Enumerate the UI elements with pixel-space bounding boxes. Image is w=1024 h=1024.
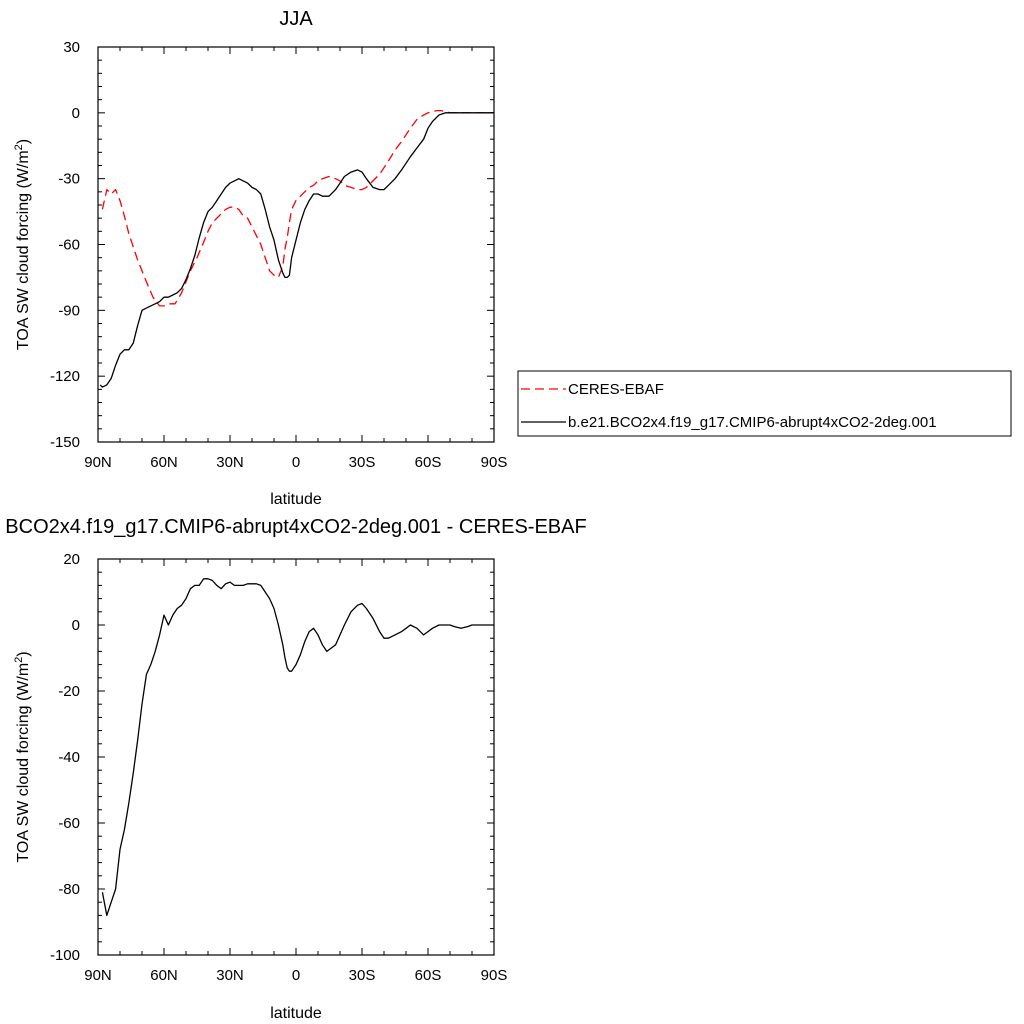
legend-label-0: CERES-EBAF [568,381,664,398]
y-axis-label: TOA SW cloud forcing (W/m2) [13,651,32,862]
x-tick-label: 90N [84,967,112,984]
y-tick-label: -100 [50,947,80,964]
x-tick-label: 0 [292,454,300,471]
panel-difference: BCO2x4.f19_g17.CMIP6-abrupt4xCO2-2deg.00… [5,516,586,1022]
y-tick-label: -80 [58,881,80,898]
x-tick-label: 90S [481,454,508,471]
series-line-0 [101,109,494,307]
x-tick-label: 30S [349,967,376,984]
y-tick-label: -120 [50,368,80,385]
x-tick-label: 60N [150,967,178,984]
x-axis-label: latitude [270,1005,322,1022]
panel-jja: JJA 90N 60N 30N 0 30S 60S 90S 30 0 -30 -60 -90 -120 -1… [13,8,1012,508]
x-tick-label: 0 [292,967,300,984]
chart-title: JJA [279,8,313,30]
y-tick-label: -150 [50,434,80,451]
x-tick-label: 30S [349,454,376,471]
y-tick-label: -20 [58,683,80,700]
legend: CERES-EBAF b.e21.BCO2x4.f19_g17.CMIP6-abr… [517,370,1012,437]
chart-title: BCO2x4.f19_g17.CMIP6-abrupt4xCO2-2deg.00… [5,516,586,538]
plot-frame [97,46,495,443]
y-tick-label: 20 [63,551,80,568]
x-tick-label: 30N [216,967,244,984]
y-axis-label: TOA SW cloud forcing (W/m2) [13,139,32,350]
legend-box [517,370,1012,437]
legend-label-1: b.e21.BCO2x4.f19_g17.CMIP6-abrupt4xCO2-2… [568,414,937,431]
y-tick-label: -90 [58,302,80,319]
x-axis-label: latitude [270,491,322,508]
y-tick-label: -30 [58,171,80,188]
series-line-0 [101,578,494,917]
y-tick-label: -60 [58,815,80,832]
y-tick-label: 30 [63,39,80,56]
x-tick-label: 60S [415,454,442,471]
x-tick-label: 90S [481,967,508,984]
y-tick-label: 0 [72,617,80,634]
x-tick-label: 60S [415,967,442,984]
series-line-1 [99,112,494,388]
x-tick-label: 30N [216,454,244,471]
x-tick-label: 90N [84,454,112,471]
y-tick-label: -60 [58,237,80,254]
x-tick-label: 60N [150,454,178,471]
y-tick-label: 0 [72,105,80,122]
plot-frame [97,558,495,956]
y-tick-label: -40 [58,749,80,766]
